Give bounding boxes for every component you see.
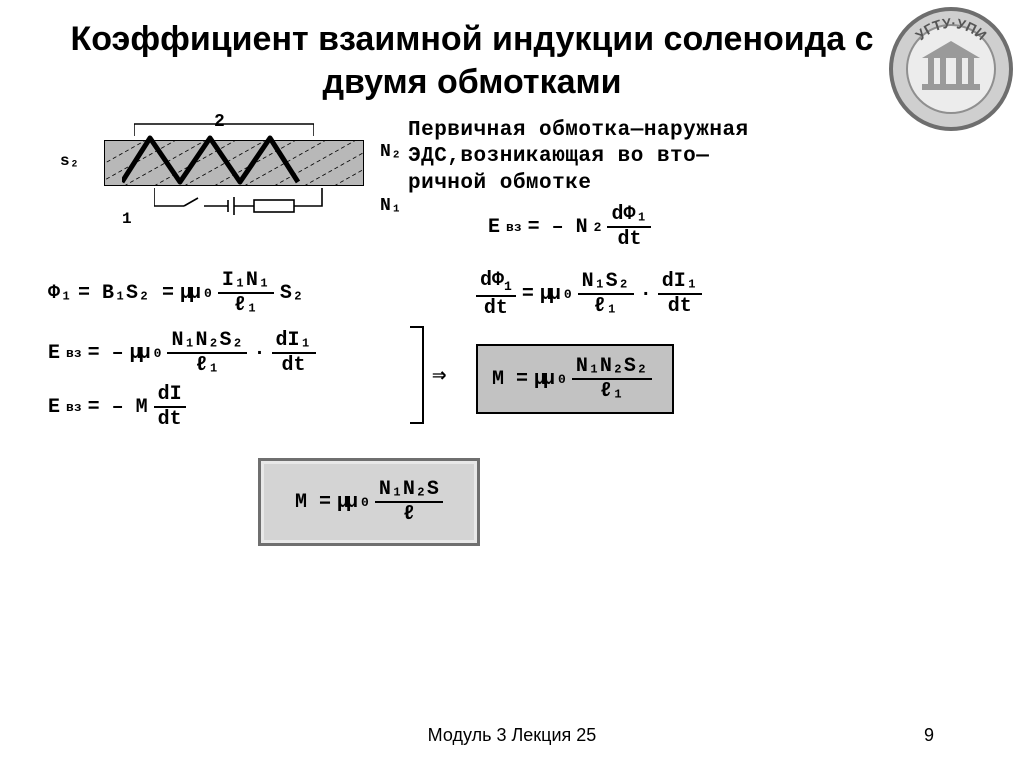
page-number: 9 [924, 725, 934, 746]
primary-winding-icon [122, 134, 352, 190]
eq-emf-definition: Eвз = – N2 dФ₁dt [488, 204, 651, 250]
page-title: Коэффициент взаимной индукции соленоида … [0, 0, 1024, 113]
eq-M-boxed: M = µµ0 N₁N₂S₂ℓ₁ [476, 344, 674, 414]
eq-emf-M: Eвз = – M dIdt [48, 384, 186, 430]
label-N1: N₁ [380, 196, 402, 216]
label-N2: N₂ [380, 142, 402, 162]
eq-phi: Ф₁ = B₁S₂ = µµ0 I₁N₁ℓ₁ S₂ [48, 270, 304, 316]
label-s2: s₂ [60, 152, 79, 170]
eq-dphi-dt: dФ1dt = µµ0 N₁S₂ℓ₁ · dI₁dt [476, 270, 702, 319]
description-text: Первичная обмотка—наружная ЭДС,возникающ… [408, 118, 968, 197]
arrow-icon: ⇒ [432, 360, 446, 390]
bracket-icon [410, 326, 424, 424]
footer-text: Модуль 3 Лекция 25 [0, 725, 1024, 746]
eq-emf-expanded: Eвз = – µµ0 N₁N₂S₂ℓ₁ · dI₁dt [48, 330, 316, 376]
label-winding-2: 2 [214, 112, 225, 132]
university-logo: УГТУ·УПИ [888, 6, 1014, 132]
circuit-icon [154, 188, 334, 232]
solenoid-diagram: 2 s₂ [64, 118, 394, 248]
eq-M-final: M = µµ0 N₁N₂Sℓ [258, 458, 480, 546]
label-winding-1: 1 [122, 210, 132, 228]
